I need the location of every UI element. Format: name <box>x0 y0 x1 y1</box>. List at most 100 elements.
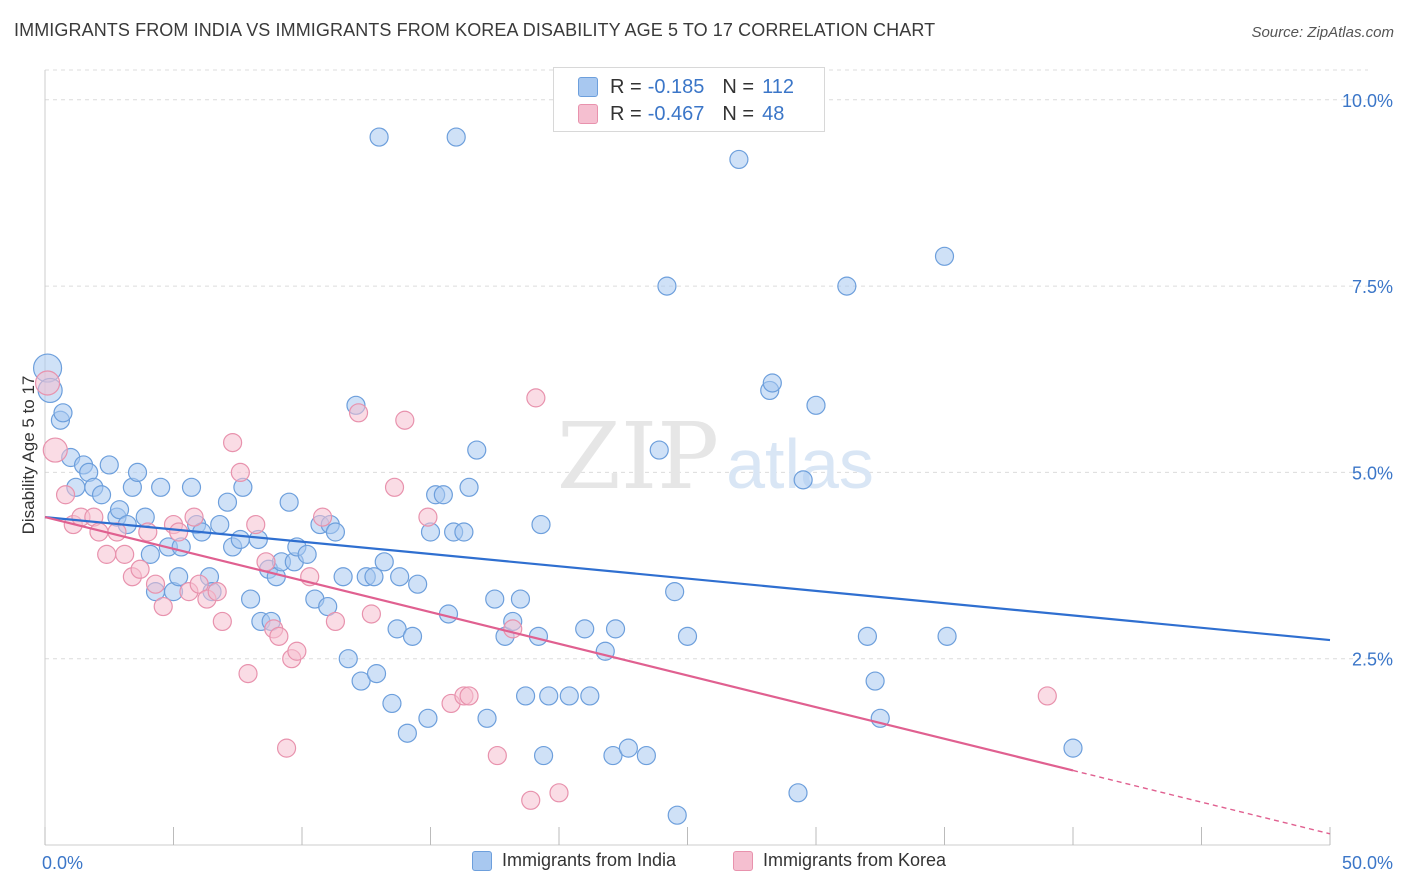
india-point <box>459 477 479 497</box>
korea-point <box>42 437 68 463</box>
india-point <box>793 470 813 490</box>
korea-point <box>107 522 127 542</box>
india-point <box>762 373 782 393</box>
india-point <box>510 589 531 609</box>
india-point <box>387 619 407 639</box>
india-point <box>580 686 600 706</box>
y-tick-label: 10.0% <box>1342 91 1393 111</box>
korea-point <box>55 485 76 505</box>
legend-india-swatch <box>472 850 492 871</box>
india-point <box>934 246 955 266</box>
series-legend: Immigrants from India Immigrants from Ko… <box>0 850 1406 880</box>
india-point <box>382 693 402 714</box>
india-point <box>667 805 687 825</box>
india-point <box>531 514 551 535</box>
series-korea-points <box>34 370 1057 810</box>
source-label: Source: ZipAtlas.com <box>1251 24 1394 41</box>
legend-korea-label: Immigrants from Korea <box>763 850 947 870</box>
x-tick-label: 0.0% <box>42 853 83 873</box>
korea-point <box>238 664 258 684</box>
india-point <box>485 589 505 609</box>
korea-point <box>549 783 569 803</box>
y-axis-label: Disability Age 5 to 17 <box>19 376 38 535</box>
korea-point <box>153 596 173 617</box>
india-point <box>865 671 885 691</box>
india-point <box>539 686 559 706</box>
stats-row-india: R = -0.185 N = 112 <box>578 74 794 100</box>
india-point <box>806 395 826 415</box>
tick-labels: 2.5% 5.0% 7.5% 10.0% 0.0% 50.0% <box>42 91 1393 873</box>
korea-point <box>223 432 243 453</box>
korea-point <box>276 738 297 758</box>
india-point <box>109 500 130 520</box>
india-point <box>366 664 387 684</box>
india-point <box>127 462 148 483</box>
india-point <box>857 626 878 646</box>
india-point <box>230 529 250 550</box>
india-trend-line <box>44 516 1331 642</box>
korea-point <box>1037 686 1057 706</box>
korea-point <box>256 552 276 572</box>
stats-row-korea: R = -0.467 N = 48 <box>578 101 784 127</box>
korea-point <box>487 745 507 766</box>
korea-point <box>34 370 61 396</box>
india-point <box>402 626 423 646</box>
india-point <box>446 127 466 147</box>
korea-point <box>230 462 250 483</box>
legend-india-label: Immigrants from India <box>502 850 677 870</box>
korea-n-label: N = <box>722 102 755 125</box>
korea-point <box>395 410 415 430</box>
korea-point <box>348 403 369 423</box>
india-point <box>1063 738 1083 758</box>
korea-point <box>130 559 150 579</box>
korea-point <box>184 507 204 527</box>
korea-point <box>325 611 346 632</box>
india-point <box>91 485 112 505</box>
india-point <box>338 649 358 669</box>
india-point <box>99 455 119 475</box>
korea-point <box>169 522 189 542</box>
india-point <box>837 276 857 296</box>
korea-point <box>246 514 266 535</box>
india-point <box>369 127 389 147</box>
korea-swatch <box>578 104 598 124</box>
india-point <box>318 596 338 617</box>
india-point <box>210 514 230 535</box>
korea-point <box>384 477 405 497</box>
axes <box>44 70 1331 846</box>
india-point <box>665 582 685 602</box>
india-swatch <box>578 77 598 97</box>
india-point <box>677 626 698 646</box>
india-point <box>467 440 487 460</box>
india-r-value: -0.185 <box>647 75 705 98</box>
india-point <box>788 783 808 803</box>
legend-item-korea[interactable]: Immigrants from Korea <box>733 850 946 871</box>
legend-item-india[interactable]: Immigrants from India <box>472 850 676 871</box>
korea-point <box>361 604 381 624</box>
korea-point <box>503 619 523 639</box>
y-tick-label: 2.5% <box>1352 650 1393 670</box>
india-point <box>657 276 677 296</box>
india-point <box>151 477 171 497</box>
watermark-atlas: atlas <box>726 425 874 503</box>
korea-point <box>269 626 289 646</box>
india-point <box>397 723 417 743</box>
india-point <box>297 544 317 564</box>
india-point <box>618 738 638 758</box>
legend-korea-swatch <box>733 850 753 871</box>
india-point <box>374 552 394 572</box>
india-r-label: R = <box>610 75 642 98</box>
india-point <box>454 522 474 542</box>
india-point <box>241 589 261 609</box>
korea-r-value: -0.467 <box>647 102 705 125</box>
india-point <box>325 522 346 542</box>
korea-point <box>312 507 333 527</box>
korea-point <box>521 790 541 810</box>
korea-point <box>145 574 166 594</box>
grid-lines <box>45 69 1368 660</box>
korea-point <box>418 507 438 527</box>
india-point <box>169 567 189 587</box>
india-point <box>333 567 353 587</box>
watermark-zip: ZIP <box>557 403 719 510</box>
